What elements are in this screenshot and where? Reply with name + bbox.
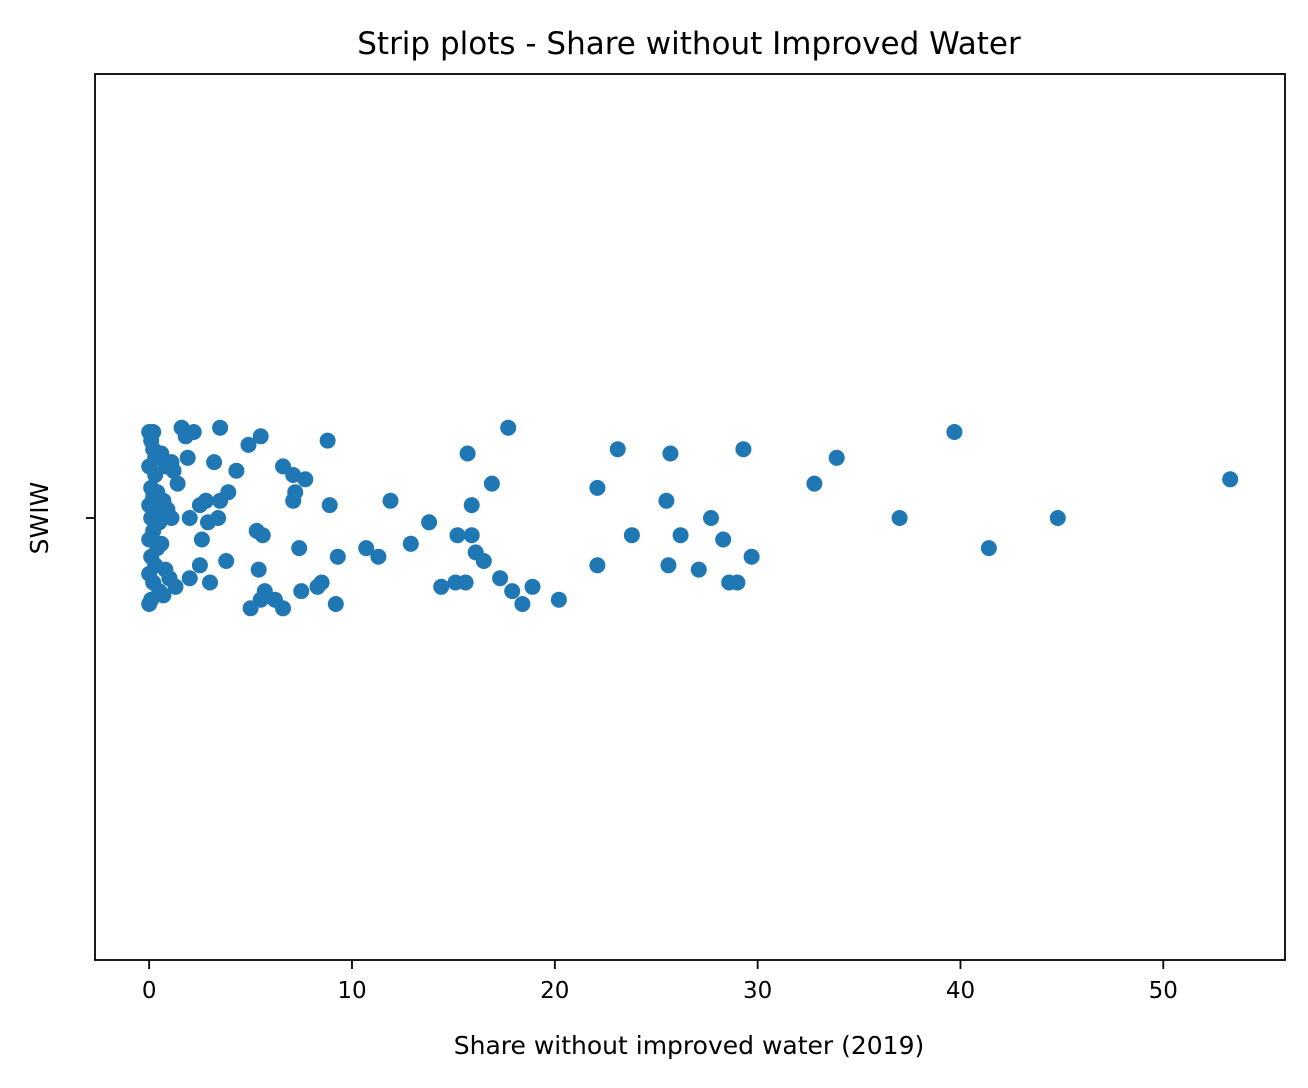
data-point-82 <box>370 548 387 565</box>
data-point-100 <box>550 591 567 608</box>
data-point-113 <box>743 548 760 565</box>
data-point-58 <box>252 428 269 445</box>
data-point-112 <box>715 531 732 548</box>
data-point-81 <box>358 540 375 557</box>
data-point-122 <box>1222 471 1239 488</box>
chart-title: Strip plots - Share without Improved Wat… <box>357 26 1021 62</box>
data-point-61 <box>250 561 267 578</box>
data-point-109 <box>690 561 707 578</box>
data-point-40 <box>212 419 229 436</box>
data-point-70 <box>329 548 346 565</box>
x-axis-label: Share without improved water (2019) <box>454 1031 925 1060</box>
data-point-31 <box>147 449 164 466</box>
data-points <box>141 419 1239 617</box>
data-point-69 <box>291 540 308 557</box>
data-point-118 <box>891 510 908 526</box>
data-point-119 <box>946 424 963 440</box>
data-point-55 <box>220 484 237 501</box>
x-tick-label-50: 50 <box>1149 978 1178 1004</box>
data-point-42 <box>179 449 196 466</box>
data-point-35 <box>163 510 180 526</box>
data-point-21 <box>141 596 158 612</box>
data-point-98 <box>524 578 541 595</box>
data-point-33 <box>165 462 182 479</box>
data-point-97 <box>504 583 521 600</box>
data-point-107 <box>672 527 689 544</box>
data-point-73 <box>293 583 310 600</box>
data-point-101 <box>589 479 606 496</box>
data-point-46 <box>197 492 214 509</box>
data-point-66 <box>285 492 302 509</box>
data-point-57 <box>240 436 257 453</box>
data-point-105 <box>662 445 679 462</box>
data-point-83 <box>402 535 419 552</box>
x-tick-label-30: 30 <box>743 978 772 1004</box>
data-point-43 <box>206 454 223 471</box>
data-point-26 <box>153 535 170 552</box>
data-point-86 <box>500 419 517 436</box>
data-point-117 <box>828 449 845 466</box>
plot-frame <box>94 73 1286 961</box>
data-point-68 <box>321 497 338 514</box>
data-point-90 <box>463 527 480 544</box>
data-point-52 <box>218 553 235 569</box>
data-point-30 <box>145 424 162 440</box>
data-point-85 <box>459 445 476 462</box>
data-point-77 <box>242 600 259 617</box>
data-point-64 <box>297 471 314 488</box>
data-point-72 <box>309 578 326 595</box>
data-point-121 <box>1049 510 1066 526</box>
data-point-106 <box>658 492 675 509</box>
data-point-54 <box>202 574 218 591</box>
data-point-44 <box>181 510 198 526</box>
data-point-53 <box>181 570 198 587</box>
data-point-99 <box>514 596 531 612</box>
data-point-67 <box>319 432 336 449</box>
data-point-120 <box>980 540 997 557</box>
data-point-95 <box>433 578 450 595</box>
data-point-80 <box>382 492 399 509</box>
data-point-84 <box>421 514 438 531</box>
data-point-110 <box>703 510 719 526</box>
data-point-103 <box>609 441 626 458</box>
data-point-115 <box>729 574 746 591</box>
data-point-78 <box>275 600 291 617</box>
data-point-48 <box>193 531 210 548</box>
data-point-96 <box>492 570 509 587</box>
data-point-88 <box>463 497 480 514</box>
y-axis-label: SWIW <box>25 482 54 555</box>
data-point-56 <box>228 462 245 479</box>
data-point-60 <box>254 527 271 544</box>
x-tick-label-40: 40 <box>946 978 975 1004</box>
x-axis-ticks: 0 10 20 30 40 50 <box>142 960 1178 1004</box>
data-point-102 <box>589 557 606 574</box>
data-point-41 <box>177 428 194 445</box>
x-tick-label-10: 10 <box>337 978 366 1004</box>
data-point-34 <box>169 475 186 492</box>
data-point-116 <box>806 475 823 492</box>
data-point-87 <box>483 475 500 492</box>
data-point-94 <box>457 574 474 591</box>
data-point-51 <box>191 557 208 574</box>
data-point-37 <box>167 578 184 595</box>
data-point-108 <box>660 557 677 574</box>
data-point-29 <box>155 587 172 604</box>
data-point-111 <box>735 441 752 458</box>
data-point-63 <box>285 467 302 483</box>
data-point-50 <box>210 510 227 526</box>
data-point-92 <box>475 553 492 569</box>
data-point-104 <box>623 527 640 544</box>
x-tick-label-0: 0 <box>142 978 157 1004</box>
data-point-89 <box>449 527 466 544</box>
x-tick-label-20: 20 <box>540 978 569 1004</box>
data-point-79 <box>327 596 344 612</box>
